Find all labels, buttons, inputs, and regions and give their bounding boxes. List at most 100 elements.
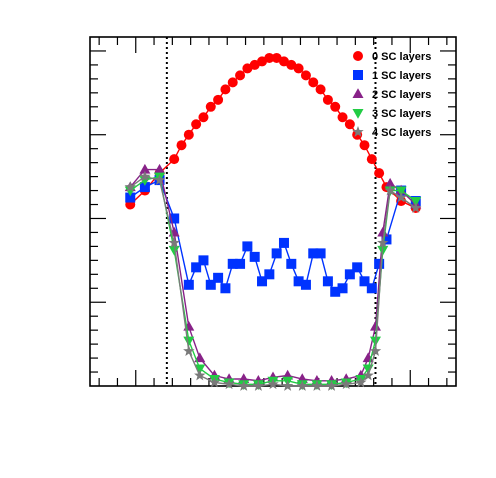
legend-label: 3 SC layers [372, 108, 431, 120]
data-point [235, 70, 246, 81]
data-point [278, 237, 289, 248]
data-point [296, 380, 308, 391]
data-point [362, 369, 374, 381]
data-point [352, 262, 363, 273]
data-point [271, 248, 282, 259]
data-point [208, 376, 221, 388]
data-point [235, 258, 246, 269]
data-point [139, 182, 150, 193]
data-point [340, 378, 352, 390]
data-point [330, 286, 341, 297]
data-point [194, 369, 206, 381]
data-point [169, 154, 180, 165]
data-point [308, 77, 319, 88]
data-point [223, 378, 235, 390]
data-point [293, 63, 304, 74]
legend-marker [352, 109, 364, 119]
legend-label: 2 SC layers [372, 89, 431, 101]
data-point [205, 279, 216, 290]
data-point [124, 181, 136, 192]
data-point [286, 258, 297, 269]
data-point [183, 336, 195, 347]
data-point [124, 186, 136, 197]
data-point [169, 213, 180, 224]
data-point [395, 186, 407, 197]
data-point [384, 177, 396, 188]
data-point [198, 255, 209, 266]
data-point [183, 345, 195, 356]
data-point [300, 70, 311, 81]
data-point [311, 380, 323, 391]
data-point [369, 320, 381, 331]
data-point [374, 258, 385, 269]
legend-marker [352, 126, 364, 137]
data-point [410, 197, 422, 207]
data-point [257, 276, 268, 287]
data-point [337, 283, 348, 294]
data-point [176, 140, 187, 151]
data-point [377, 236, 389, 248]
data-point [249, 251, 260, 262]
data-point [344, 119, 355, 130]
data-point [264, 52, 275, 63]
data-point [359, 140, 370, 151]
data-point [191, 262, 202, 273]
data-point [183, 279, 194, 290]
vertical-reference-lines [165, 37, 377, 386]
data-point [330, 101, 341, 112]
data-point [267, 378, 279, 390]
data-point [337, 112, 348, 123]
data-point [252, 380, 265, 391]
data-point [242, 241, 253, 252]
data-point [366, 283, 377, 294]
data-point [154, 163, 166, 174]
axis-ticks [90, 37, 456, 386]
data-point [325, 380, 338, 391]
data-point [355, 376, 367, 388]
data-point [198, 112, 209, 123]
data-point [227, 258, 238, 269]
data-point [395, 191, 407, 203]
legend: 0 SC layers 1 SC layers 2 SC layers 3 SC la… [352, 51, 431, 139]
data-point [191, 119, 202, 130]
series-layer [124, 52, 422, 391]
data-point [300, 279, 311, 290]
data-point [153, 174, 166, 185]
data-point [168, 236, 180, 248]
data-point [374, 168, 385, 179]
data-point [381, 234, 392, 245]
series-4 [124, 170, 422, 391]
data-point [308, 248, 319, 259]
data-point [410, 202, 422, 213]
legend-label: 1 SC layers [372, 70, 431, 82]
data-point [359, 276, 370, 287]
data-point [322, 94, 333, 105]
legend-marker [353, 51, 363, 61]
data-point [220, 84, 231, 95]
data-point [281, 380, 294, 391]
data-point [238, 380, 250, 391]
data-point [220, 283, 231, 294]
data-point [315, 248, 326, 259]
data-point [322, 276, 333, 287]
data-point [315, 84, 326, 95]
data-point [369, 345, 382, 356]
data-point [139, 163, 151, 174]
data-point [139, 170, 151, 182]
data-point [344, 269, 355, 280]
data-point [194, 352, 206, 363]
data-point [264, 269, 275, 280]
legend-marker [352, 88, 364, 98]
data-point [227, 77, 238, 88]
legend-marker [353, 70, 363, 80]
data-point [366, 154, 377, 165]
legend-label: 4 SC layers [372, 127, 431, 139]
data-point [194, 364, 206, 375]
data-point [213, 272, 224, 283]
legend-label: 0 SC layers [372, 51, 431, 63]
data-point [125, 192, 136, 203]
data-point [183, 129, 194, 140]
data-point [377, 226, 389, 237]
